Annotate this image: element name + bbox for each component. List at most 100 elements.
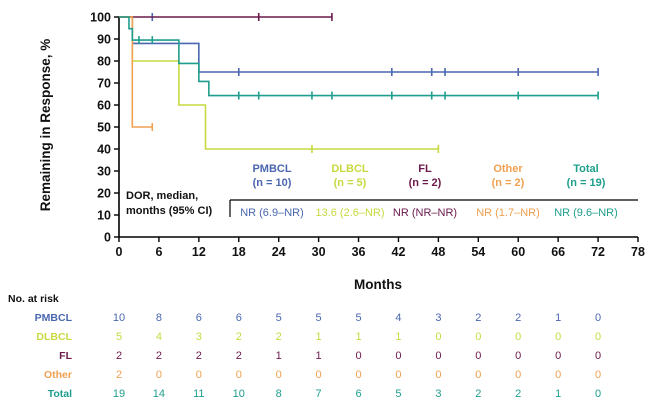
median-box: DOR, median, months (95% CI) PMBCL (n = 10)… bbox=[126, 163, 638, 219]
median-value: NR (9.6–NR) bbox=[554, 207, 618, 219]
risk-value: 2 bbox=[116, 369, 122, 381]
risk-value: 1 bbox=[555, 388, 561, 400]
risk-value: 1 bbox=[395, 331, 401, 343]
axes: 0 10 20 30 40 50 60 70 80 90 100 0 6 12 18 24 30 36 42 48 54… bbox=[90, 11, 645, 260]
y-tick-label: 20 bbox=[97, 187, 111, 201]
risk-value: 0 bbox=[595, 331, 601, 343]
median-header-n: (n = 5) bbox=[334, 177, 367, 189]
median-value: NR (1.7–NR) bbox=[476, 207, 540, 219]
y-tick-label: 100 bbox=[90, 11, 111, 25]
risk-value: 19 bbox=[113, 388, 125, 400]
risk-row-label: Total bbox=[48, 388, 72, 400]
risk-value: 0 bbox=[355, 350, 361, 362]
median-header-name: DLBCL bbox=[331, 163, 369, 175]
risk-value: 1 bbox=[316, 331, 322, 343]
risk-value: 0 bbox=[236, 369, 242, 381]
x-tick-label: 12 bbox=[192, 245, 206, 259]
y-tick-label: 40 bbox=[97, 143, 111, 157]
risk-value: 0 bbox=[355, 369, 361, 381]
y-axis-label: Remaining in Response, % bbox=[38, 39, 53, 212]
risk-row-label: PMBCL bbox=[35, 312, 73, 324]
x-tick-label: 36 bbox=[352, 245, 366, 259]
median-value: 13.6 (2.6–NR) bbox=[315, 207, 384, 219]
risk-value: 3 bbox=[435, 312, 441, 324]
risk-value: 0 bbox=[555, 331, 561, 343]
risk-value: 0 bbox=[555, 350, 561, 362]
risk-value: 2 bbox=[156, 350, 162, 362]
y-tick-label: 70 bbox=[97, 77, 111, 91]
risk-value: 0 bbox=[595, 369, 601, 381]
y-tick-label: 90 bbox=[97, 33, 111, 47]
risk-value: 0 bbox=[395, 350, 401, 362]
x-tick-label: 48 bbox=[431, 245, 445, 259]
risk-value: 8 bbox=[276, 388, 282, 400]
y-tick-label: 10 bbox=[97, 209, 111, 223]
median-header-name: Total bbox=[573, 163, 598, 175]
x-tick-label: 66 bbox=[551, 245, 565, 259]
median-header-n: (n = 2) bbox=[492, 177, 525, 189]
risk-value: 2 bbox=[475, 388, 481, 400]
risk-value: 0 bbox=[595, 312, 601, 324]
risk-value: 0 bbox=[555, 369, 561, 381]
series-line-other bbox=[119, 16, 153, 128]
risk-table-title: No. at risk bbox=[8, 293, 59, 305]
x-tick-label: 72 bbox=[591, 245, 605, 259]
x-tick-label: 24 bbox=[272, 245, 286, 259]
risk-value: 0 bbox=[475, 369, 481, 381]
x-tick-label: 60 bbox=[511, 245, 525, 259]
risk-value: 2 bbox=[276, 331, 282, 343]
median-header-n: (n = 2) bbox=[409, 177, 442, 189]
risk-value: 14 bbox=[153, 388, 165, 400]
risk-value: 0 bbox=[515, 350, 521, 362]
risk-value: 2 bbox=[236, 350, 242, 362]
risk-value: 6 bbox=[236, 312, 242, 324]
series-line-total bbox=[119, 16, 599, 97]
risk-row-label: DLBCL bbox=[36, 331, 72, 343]
risk-value: 1 bbox=[316, 350, 322, 362]
risk-value: 5 bbox=[395, 388, 401, 400]
risk-value: 1 bbox=[355, 331, 361, 343]
x-tick-label: 42 bbox=[392, 245, 406, 259]
y-tick-label: 80 bbox=[97, 55, 111, 69]
series-line-dlbcl bbox=[119, 16, 439, 150]
x-tick-label: 78 bbox=[631, 245, 645, 259]
risk-value: 0 bbox=[515, 369, 521, 381]
risk-value: 0 bbox=[435, 331, 441, 343]
y-tick-label: 30 bbox=[97, 165, 111, 179]
risk-value: 3 bbox=[435, 388, 441, 400]
risk-value: 6 bbox=[196, 312, 202, 324]
risk-value: 0 bbox=[276, 369, 282, 381]
risk-value: 8 bbox=[156, 312, 162, 324]
median-header-n: (n = 10) bbox=[253, 177, 292, 189]
risk-value: 0 bbox=[595, 350, 601, 362]
x-tick-label: 30 bbox=[312, 245, 326, 259]
risk-value: 0 bbox=[156, 369, 162, 381]
median-label: DOR, median, bbox=[126, 190, 198, 202]
risk-value: 4 bbox=[156, 331, 162, 343]
median-header-name: PMBCL bbox=[252, 163, 291, 175]
x-tick-label: 0 bbox=[116, 245, 123, 259]
series-layer bbox=[119, 13, 599, 153]
risk-value: 10 bbox=[113, 312, 125, 324]
risk-value: 0 bbox=[395, 369, 401, 381]
median-header-name: Other bbox=[493, 163, 523, 175]
risk-row-label: FL bbox=[59, 350, 72, 362]
x-tick-label: 18 bbox=[232, 245, 246, 259]
risk-value: 2 bbox=[475, 312, 481, 324]
risk-row-label: Other bbox=[44, 369, 72, 381]
risk-value: 6 bbox=[355, 388, 361, 400]
y-tick-label: 60 bbox=[97, 99, 111, 113]
risk-value: 0 bbox=[475, 350, 481, 362]
risk-value: 0 bbox=[435, 350, 441, 362]
risk-value: 11 bbox=[193, 388, 204, 400]
risk-value: 2 bbox=[196, 350, 202, 362]
risk-value: 1 bbox=[276, 350, 282, 362]
risk-value: 0 bbox=[316, 369, 322, 381]
risk-value: 0 bbox=[595, 388, 601, 400]
risk-value: 0 bbox=[196, 369, 202, 381]
risk-value: 7 bbox=[316, 388, 322, 400]
risk-value: 2 bbox=[515, 388, 521, 400]
risk-value: 3 bbox=[196, 331, 202, 343]
